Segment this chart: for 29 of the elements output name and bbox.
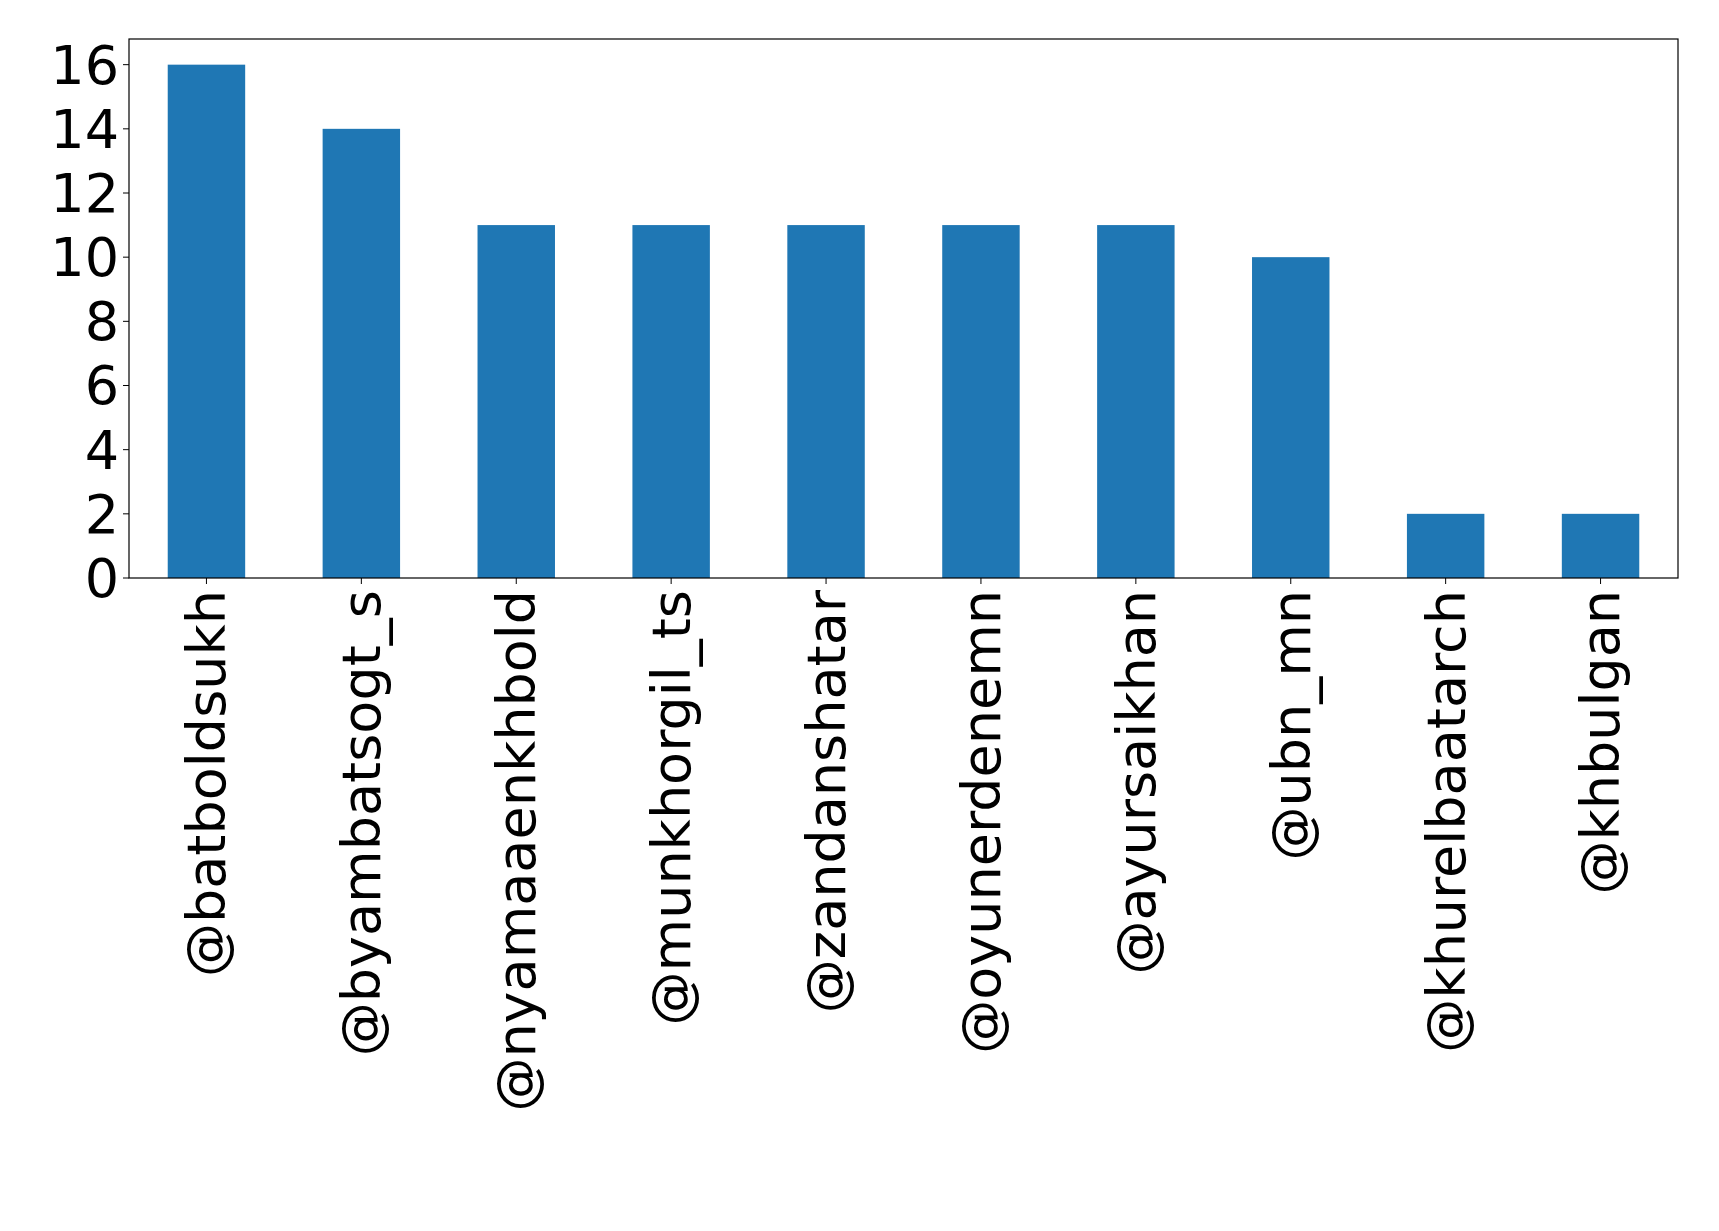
x-tick-label: @byambatsogt_s (330, 590, 394, 1057)
bar (1561, 513, 1640, 578)
x-tick-label: @batboldsukh (175, 590, 239, 977)
y-tick-label: 16 (50, 33, 119, 97)
y-tick-label: 0 (84, 546, 119, 610)
bar (632, 225, 710, 578)
x-tick-label: @munkhorgil_ts (640, 590, 704, 1026)
x-tick-label: @ayursaikhan (1104, 590, 1168, 975)
y-tick-label: 12 (50, 161, 119, 225)
y-tick-label: 10 (50, 226, 119, 290)
y-tick-label: 14 (50, 97, 119, 161)
bar (1406, 513, 1485, 578)
bar (322, 128, 401, 578)
y-tick-label: 6 (84, 354, 119, 418)
x-tick-label: @ubn_mn (1259, 590, 1323, 861)
y-tick-label: 4 (84, 418, 119, 482)
x-tick-label: @oyunerdenemn (949, 590, 1013, 1054)
bar (167, 64, 246, 578)
x-tick-label: @zandanshatar (794, 589, 858, 1014)
bar (1097, 225, 1175, 578)
bar (787, 225, 865, 578)
x-tick-label: @nyamaaenkhbold (485, 590, 549, 1112)
x-tick-label: @khbulgan (1569, 590, 1633, 895)
y-tick-label: 2 (84, 482, 119, 546)
y-tick-label: 8 (84, 290, 119, 354)
bar (942, 225, 1020, 578)
bar (1252, 257, 1330, 578)
x-tick-label: @khurelbaatarch (1414, 590, 1478, 1053)
bar (477, 225, 555, 578)
